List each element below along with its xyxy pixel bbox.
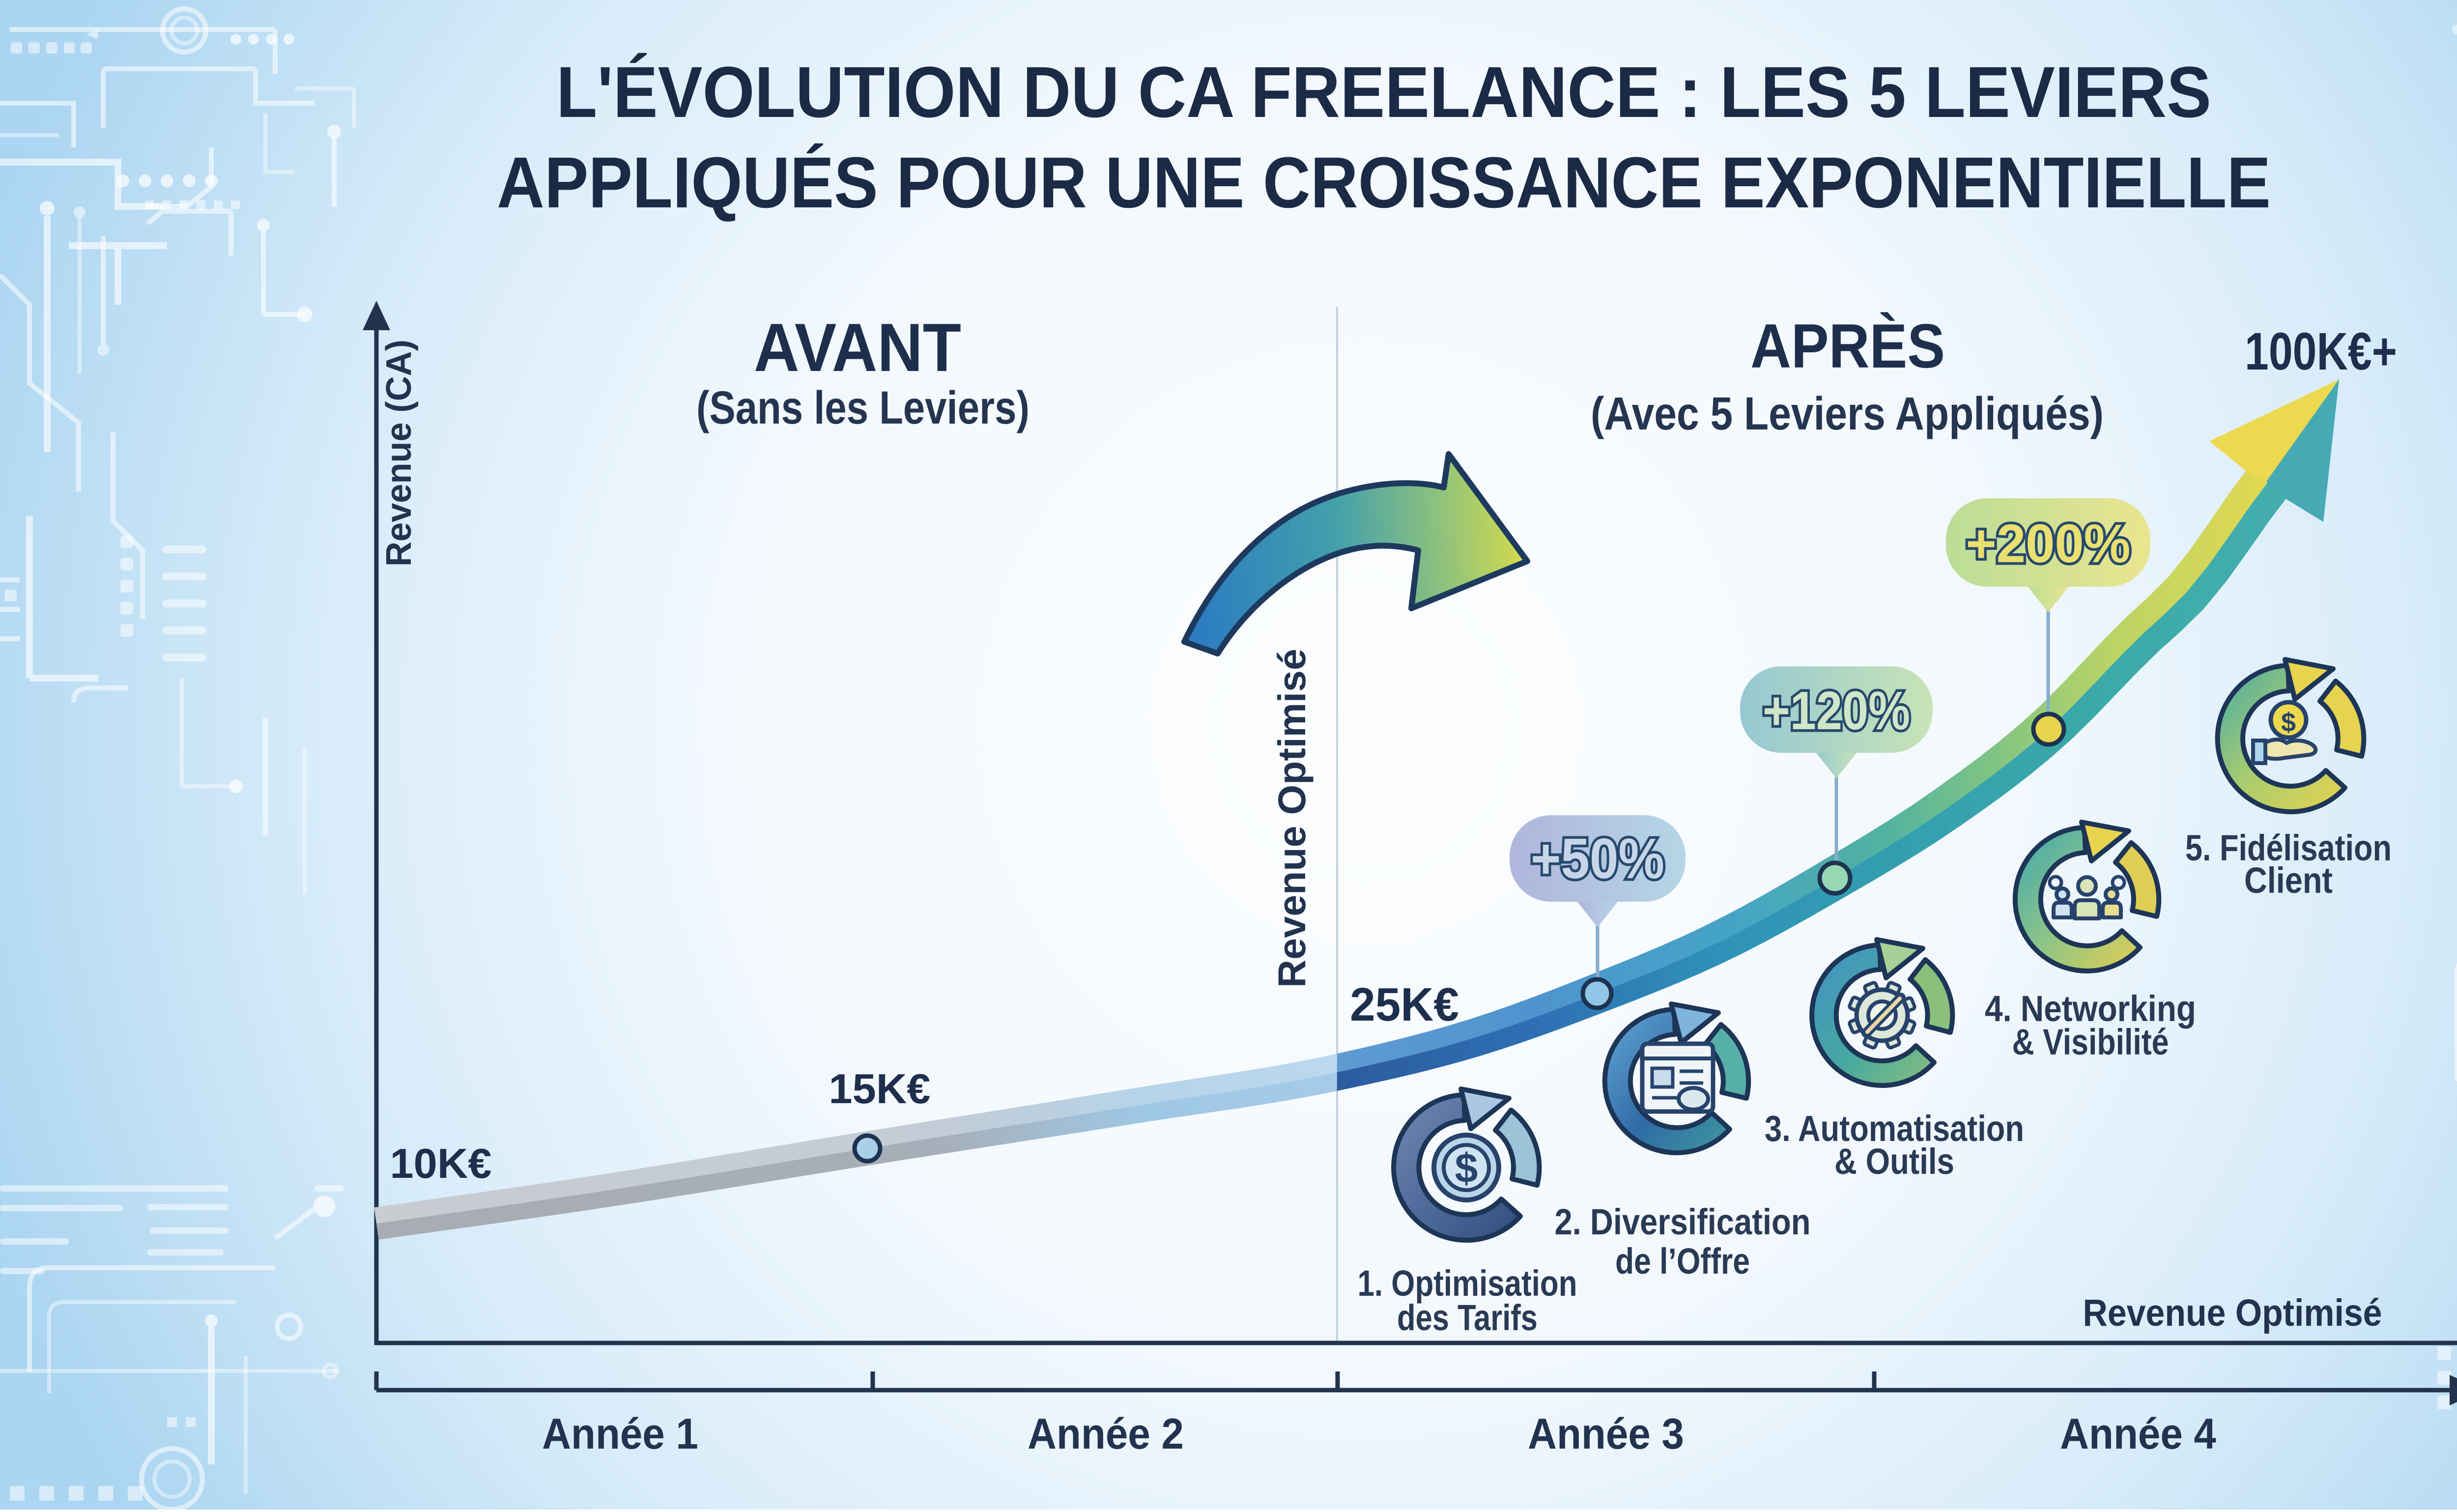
svg-text:& Outils: & Outils: [1834, 1141, 1954, 1182]
svg-text:& Visibilité: & Visibilité: [2012, 1022, 2169, 1062]
svg-text:Revenue Optimisé: Revenue Optimisé: [2083, 1292, 2382, 1334]
svg-text:Année 1: Année 1: [542, 1409, 698, 1458]
svg-text:$: $: [1455, 1145, 1478, 1191]
svg-text:APPLIQUÉS POUR UNE CROISSANCE: APPLIQUÉS POUR UNE CROISSANCE EXPONENTIE…: [497, 143, 2271, 223]
svg-text:Année 2: Année 2: [1028, 1409, 1184, 1458]
svg-text:5. Fidélisation: 5. Fidélisation: [2185, 827, 2392, 868]
svg-text:3. Automatisation: 3. Automatisation: [1765, 1108, 2024, 1149]
svg-text:de l’Offre: de l’Offre: [1615, 1241, 1750, 1282]
svg-text:2. Diversification: 2. Diversification: [1555, 1201, 1811, 1242]
svg-text:1. Optimisation: 1. Optimisation: [1358, 1263, 1577, 1304]
svg-text:10K€: 10K€: [390, 1141, 492, 1187]
svg-text:Année 4: Année 4: [2060, 1409, 2216, 1458]
svg-text:L'ÉVOLUTION DU CA FREELANCE :: L'ÉVOLUTION DU CA FREELANCE : LES 5 LEVI…: [556, 52, 2211, 133]
svg-text:15K€: 15K€: [829, 1066, 931, 1113]
svg-text:25K€: 25K€: [1350, 978, 1459, 1031]
svg-text:$: $: [2281, 708, 2296, 737]
svg-text:+200%: +200%: [1966, 514, 2131, 574]
svg-text:(Sans les Leviers): (Sans les Leviers): [696, 382, 1029, 434]
svg-text:100K€+: 100K€+: [2245, 321, 2397, 381]
svg-text:(Avec 5 Leviers Appliqués): (Avec 5 Leviers Appliqués): [1591, 388, 2104, 440]
svg-text:+50%: +50%: [1531, 827, 1664, 890]
svg-text:AVANT: AVANT: [754, 310, 961, 386]
svg-text:des Tarifs: des Tarifs: [1397, 1297, 1538, 1338]
svg-text:Revenue (CA): Revenue (CA): [379, 340, 419, 567]
svg-text:Revenue Optimisé: Revenue Optimisé: [1270, 649, 1314, 988]
svg-text:+120%: +120%: [1763, 681, 1910, 741]
svg-text:4. Networking: 4. Networking: [1985, 988, 2196, 1029]
svg-text:Année 3: Année 3: [1528, 1409, 1684, 1458]
svg-text:APRÈS: APRÈS: [1750, 311, 1945, 381]
svg-text:Client: Client: [2244, 860, 2333, 901]
